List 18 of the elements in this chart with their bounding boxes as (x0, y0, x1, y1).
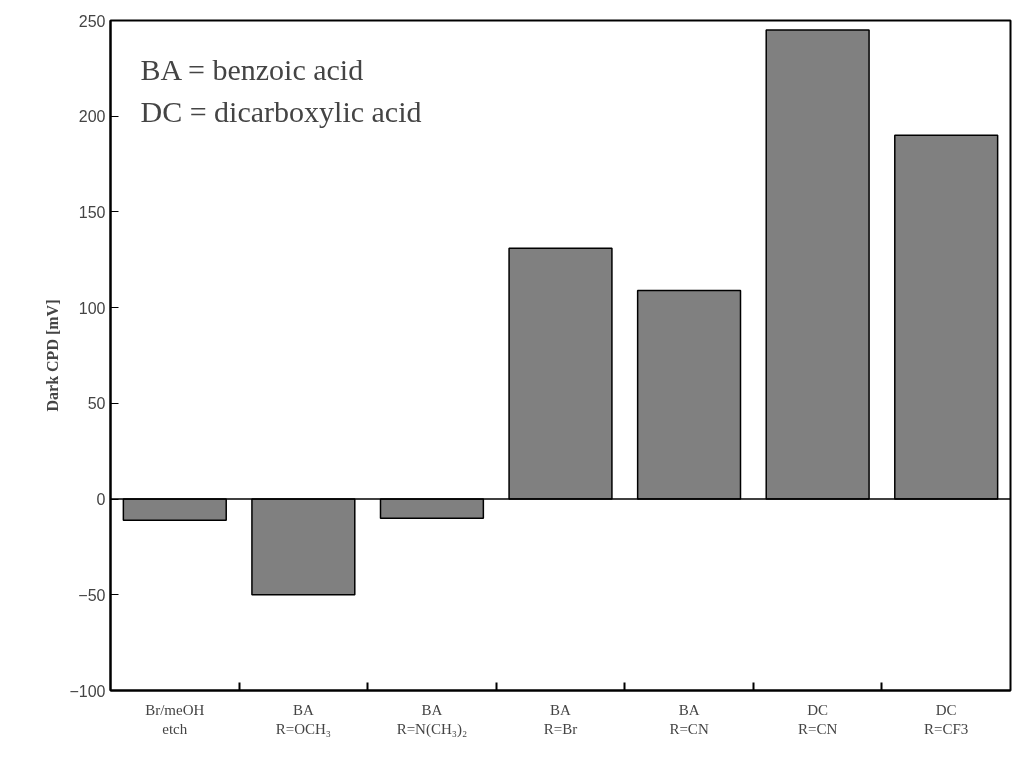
annotation: BA = benzoic acid (140, 52, 364, 86)
y-tick-label: 50 (87, 395, 106, 413)
y-tick-label: 200 (78, 108, 106, 126)
x-tick-label: BA R=OCH₃ (275, 701, 332, 737)
y-tick-label: 0 (96, 491, 106, 509)
y-axis-title: Dark CPD [mV] (44, 299, 62, 412)
x-tick-label: DC R=CF3 (924, 701, 969, 737)
annotation: DC = dicarboxylic acid (140, 94, 422, 128)
x-tick-label: DC R=CN (797, 701, 838, 737)
x-tick-label: BA R=Br (543, 701, 578, 737)
y-tick-label: −100 (69, 682, 106, 700)
x-tick-label: Br/meOH etch (145, 701, 205, 737)
y-tick-label: 150 (78, 203, 106, 221)
y-tick-label: −50 (78, 586, 106, 604)
y-tick-label: 250 (78, 12, 106, 30)
x-tick-label: BA R=N(CH₃)₂ (396, 701, 468, 738)
x-tick-label: BA R=CN (669, 701, 709, 737)
y-tick-label: 100 (78, 299, 106, 317)
